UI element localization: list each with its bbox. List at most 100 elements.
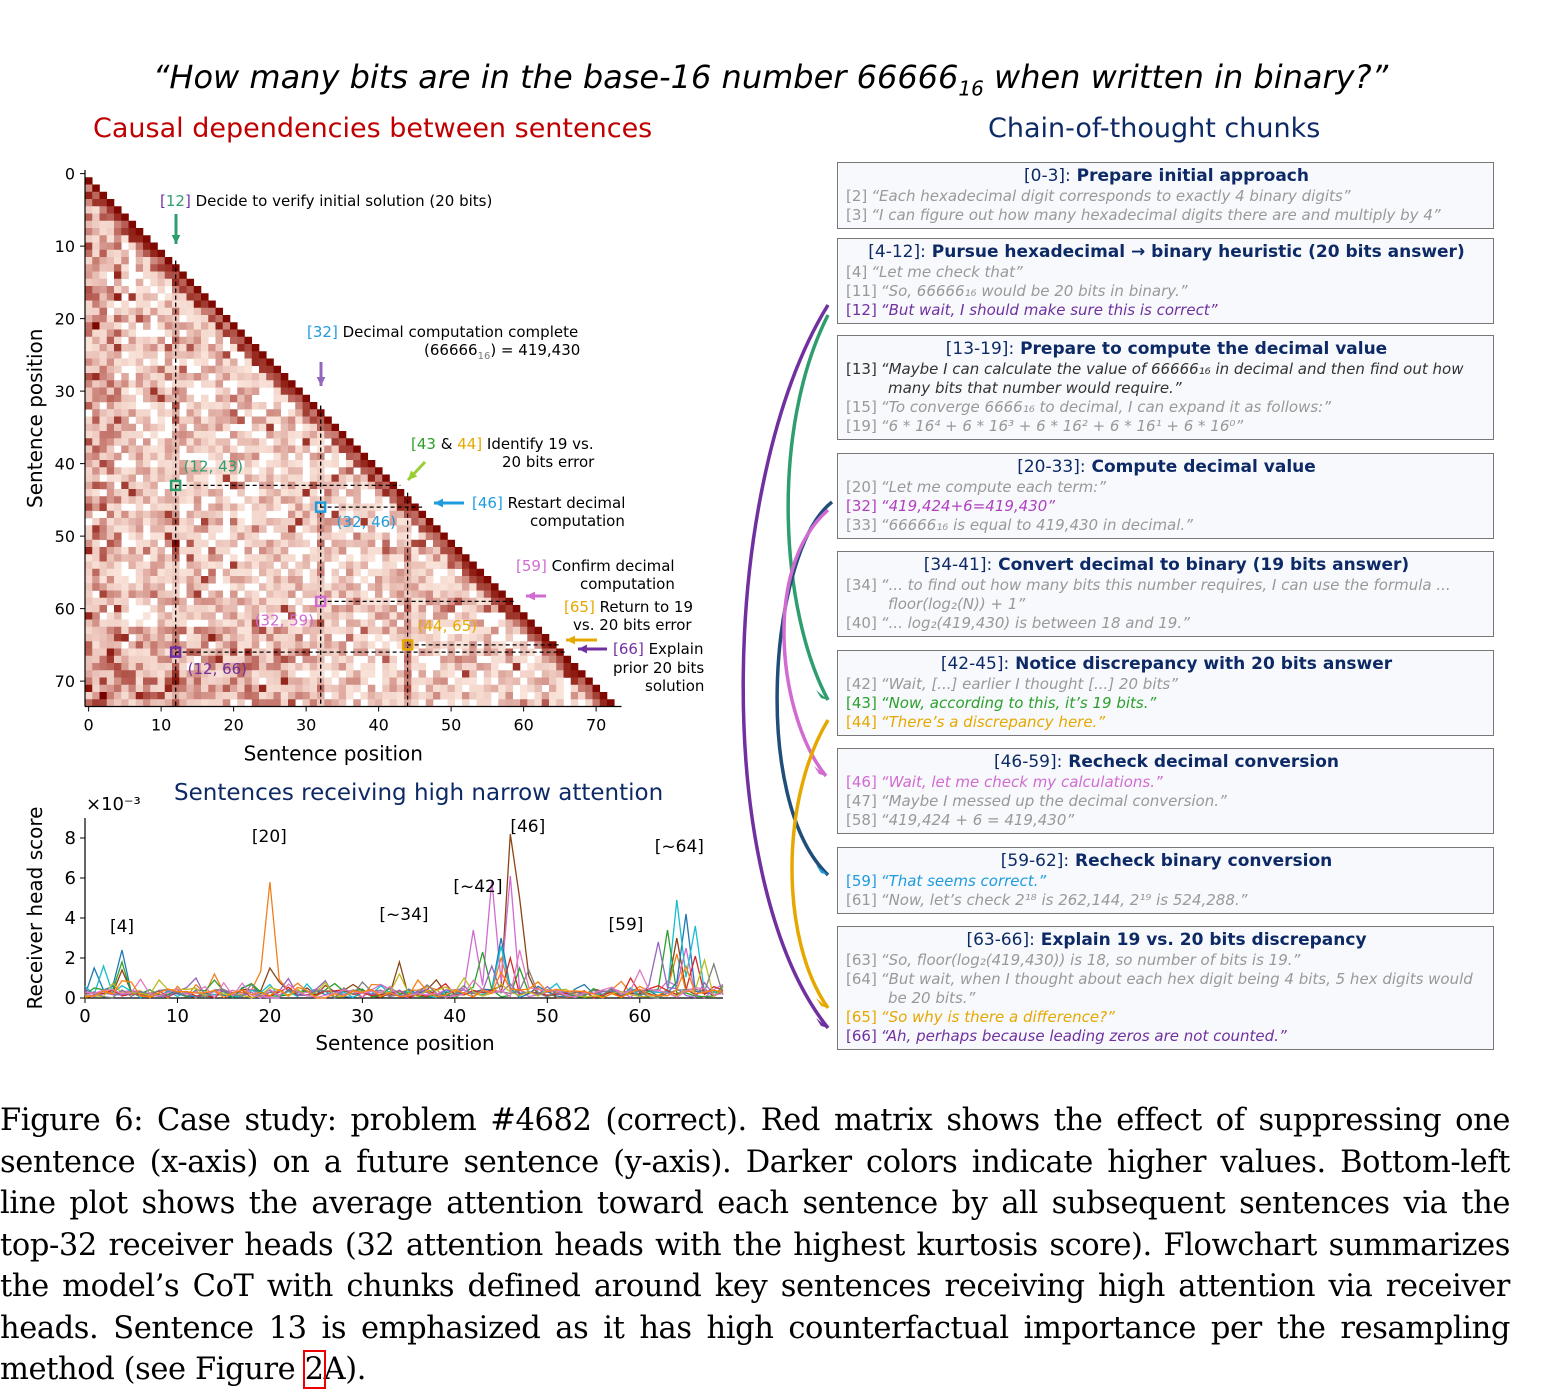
heatmap-cell	[114, 380, 122, 388]
heatmap-cell	[520, 648, 528, 657]
heatmap-cell	[440, 554, 448, 562]
heatmap-cell	[259, 358, 267, 367]
heatmap-cell	[143, 612, 151, 620]
heatmap-cell	[346, 619, 354, 628]
heatmap-cell	[99, 329, 108, 338]
heatmap-cell	[367, 699, 376, 707]
chunk-sentence: [3] “I can figure out how many hexadecima…	[846, 206, 1487, 225]
heatmap-cell	[114, 677, 122, 686]
heatmap-cell	[193, 590, 202, 599]
heatmap-cell	[317, 532, 325, 541]
y-tick-label: 50	[55, 527, 75, 546]
chunk-title-text: Compute decimal value	[1085, 457, 1316, 477]
heatmap-cell	[237, 597, 245, 606]
heatmap-cell	[411, 590, 419, 599]
heatmap-cell	[201, 554, 209, 562]
heatmap-cell	[338, 641, 347, 649]
heatmap-cell	[215, 554, 224, 562]
figure-ref-link[interactable]: 2	[302, 1350, 326, 1389]
heatmap-cell	[309, 496, 318, 504]
heatmap-cell	[114, 220, 122, 229]
heatmap-cell	[114, 568, 122, 577]
heatmap-cell	[128, 307, 137, 316]
heatmap-cell	[143, 409, 151, 417]
heatmap-cell	[172, 402, 180, 410]
heatmap-cell	[251, 677, 260, 686]
heatmap-cell	[135, 503, 144, 512]
heatmap-cell	[280, 547, 289, 555]
heatmap-cell	[215, 322, 224, 330]
heatmap-cell	[331, 438, 340, 446]
heatmap-cell	[121, 220, 129, 229]
heatmap-cell	[143, 460, 151, 468]
sentence-text: “... log₂(419,430) is between 18 and 19.…	[880, 614, 1190, 632]
heatmap-cell	[114, 554, 122, 562]
heatmap-cell	[411, 692, 419, 700]
heatmap-cell	[338, 518, 347, 526]
heatmap-cell	[570, 670, 579, 678]
heatmap-cell	[99, 467, 108, 475]
heatmap-cell	[222, 322, 231, 330]
heatmap-cell	[201, 634, 209, 642]
heatmap-cell	[273, 445, 282, 454]
heatmap-cell	[222, 438, 231, 446]
heatmap-cell	[143, 286, 151, 294]
heatmap-cell	[295, 561, 303, 570]
heatmap-cell	[375, 634, 383, 642]
heatmap-cell	[193, 416, 202, 425]
heatmap-cell	[295, 474, 303, 483]
heatmap-cell	[498, 655, 506, 664]
heatmap-cell	[360, 663, 369, 671]
annotation-66: [66] Explain	[613, 640, 703, 658]
heatmap-cell	[106, 315, 115, 323]
heatmap-cell	[433, 692, 441, 700]
heatmap-cell	[382, 474, 390, 483]
heatmap-cell	[302, 561, 311, 570]
heatmap-cell	[114, 467, 122, 475]
heatmap-cell	[360, 626, 369, 635]
heatmap-cell	[230, 576, 238, 584]
heatmap-cell	[309, 663, 318, 671]
heatmap-cell	[244, 568, 253, 577]
heatmap-cell	[440, 597, 448, 606]
heatmap-cell	[85, 641, 93, 649]
annotation-59-arrow-head	[526, 591, 536, 601]
heatmap-cell	[215, 670, 224, 678]
heatmap-cell	[230, 394, 238, 403]
heatmap-cell	[157, 699, 166, 707]
heatmap-cell	[440, 561, 448, 570]
heatmap-cell	[106, 380, 115, 388]
heatmap-cell	[266, 561, 274, 570]
heatmap-cell	[309, 510, 318, 519]
heatmap-cell	[317, 518, 325, 526]
heatmap-cell	[106, 539, 115, 548]
heatmap-cell	[150, 677, 158, 686]
heatmap-cell	[404, 634, 412, 642]
heatmap-cell	[121, 489, 129, 497]
heatmap-cell	[128, 641, 137, 649]
heatmap-cell	[143, 597, 151, 606]
heatmap-cell	[469, 626, 477, 635]
heatmap-cell	[172, 619, 180, 628]
heatmap-cell	[230, 344, 238, 352]
heatmap-cell	[280, 590, 289, 599]
heatmap-cell	[186, 402, 195, 410]
heatmap-cell	[114, 315, 122, 323]
chunk-range: [13-19]:	[945, 339, 1015, 359]
heatmap-cell	[389, 510, 398, 519]
heatmap-cell	[186, 373, 195, 381]
heatmap-cell	[418, 612, 427, 620]
heatmap-cell	[150, 351, 158, 359]
heatmap-cell	[99, 307, 108, 316]
heatmap-cell	[164, 518, 173, 526]
heatmap-cell	[128, 344, 137, 352]
heatmap-cell	[483, 597, 492, 606]
heatmap-cell	[469, 677, 477, 686]
x-tick-label: 30	[351, 1006, 374, 1027]
chunk-title-text: Recheck decimal conversion	[1062, 752, 1340, 772]
heatmap-cell	[85, 525, 93, 533]
heatmap-cell	[128, 358, 137, 367]
heatmap-cell	[360, 576, 369, 584]
series-line-head-2	[84, 881, 724, 999]
heatmap-cell	[186, 612, 195, 620]
